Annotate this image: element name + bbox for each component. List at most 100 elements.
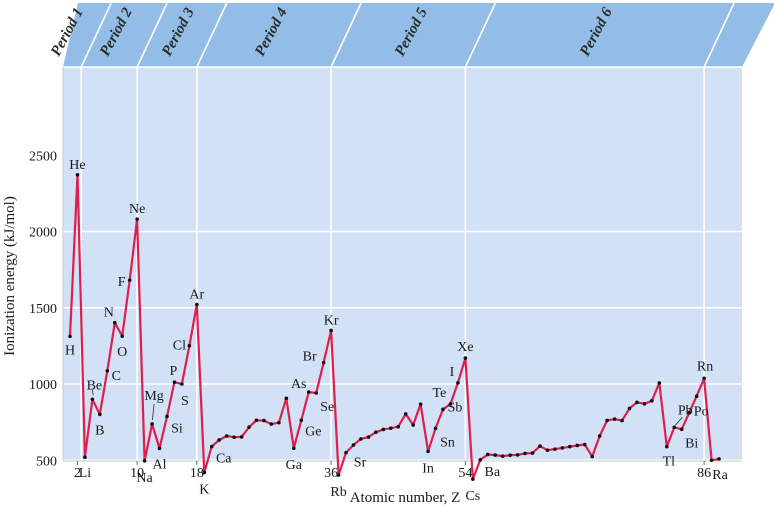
data-point [98,412,102,417]
data-point [180,382,184,386]
element-label: Tl [663,455,676,470]
data-point [142,459,147,463]
element-label: H [65,343,75,358]
data-point [538,444,542,448]
data-point [262,418,266,423]
data-point [560,446,565,450]
period-header-band [63,3,774,67]
element-label: Ga [286,458,303,473]
data-point [321,360,326,365]
data-point [403,412,408,416]
data-point [508,453,512,458]
data-point [627,406,632,411]
data-point [485,452,490,457]
element-label: Cs [465,489,480,504]
element-label: Sb [448,400,463,415]
data-point [418,402,423,406]
data-point [269,422,274,426]
data-point [105,369,110,373]
period-divider [464,2,497,68]
data-point [500,454,505,458]
element-label: F [118,275,126,290]
x-tick-label: 86 [697,466,711,481]
data-point [112,320,117,325]
element-label: O [117,345,127,360]
element-label: Al [153,457,167,472]
data-point [515,453,520,457]
element-label: S [181,394,189,409]
element-label: Bi [685,436,698,451]
data-point [687,410,691,415]
element-label: P [170,364,178,379]
element-label: Xe [457,340,473,355]
label-leader-line [674,417,683,426]
data-point [605,418,609,423]
data-point [679,427,684,432]
element-label: Cl [173,339,186,354]
data-point [247,425,251,429]
element-label: Li [79,466,92,481]
data-point [411,423,415,427]
data-point [478,457,483,462]
data-point [299,418,304,423]
data-point [165,414,169,419]
element-label: Ne [129,202,145,217]
data-point [239,435,244,439]
x-tick-label: 18 [190,466,204,481]
data-point [277,420,281,425]
data-point [388,426,393,431]
element-label: Rn [697,359,713,374]
element-label: Pb [678,403,693,418]
element-label: N [104,306,114,321]
element-label: Mg [144,389,163,404]
y-tick-label: 1000 [29,378,57,393]
period-divider [136,2,168,68]
period-divider [80,2,112,68]
element-label: Se [320,400,334,415]
element-label: Na [136,471,153,486]
label-leader-line [91,389,94,396]
data-point [553,447,557,451]
data-point [366,435,371,439]
data-point [329,328,333,333]
axes: 500 1000 1500 2000 2500 2 10 18 36 54 86 [29,67,742,481]
element-label: Kr [324,313,339,328]
data-point [448,402,453,406]
element-label: I [450,365,455,380]
data-point [157,446,162,451]
element-label: Te [433,386,447,401]
data-point [83,455,87,460]
data-point [292,446,296,451]
data-point [209,444,214,449]
label-leader-line [152,403,155,420]
data-point [523,451,527,456]
x-axis-title: Atomic number, Z [350,490,461,506]
element-label: Ar [189,288,204,303]
data-point [172,380,177,384]
data-point [471,477,475,481]
data-point [709,458,714,463]
data-point [426,449,430,454]
data-point [135,217,139,221]
data-point [314,391,318,395]
data-point [717,457,721,461]
data-point [575,443,580,448]
data-point [582,442,587,447]
plot-background [63,67,742,461]
data-point [344,450,348,455]
data-point [642,402,647,406]
element-label: In [422,461,434,476]
x-tick-label: 2 [74,466,81,481]
data-point [620,418,624,423]
data-point [694,394,699,399]
period-divider [196,2,228,68]
data-point [306,390,311,394]
y-axis-title: Ionization energy (kJ/mol) [2,196,18,356]
y-tick-label: 2000 [29,226,57,241]
grid [63,67,742,462]
element-label: Ge [305,424,321,439]
element-label: As [291,377,307,392]
y-tick-label: 2500 [29,149,57,164]
data-point [650,398,654,403]
